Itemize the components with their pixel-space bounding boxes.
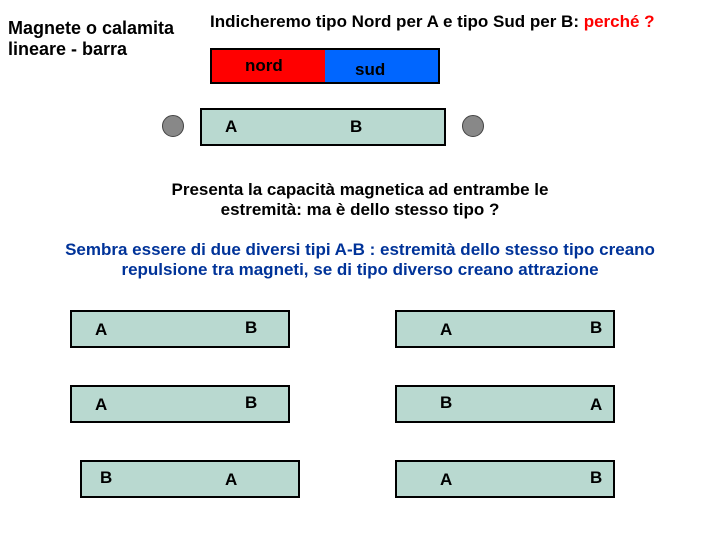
bar-row2-right [395,385,615,423]
bar-row1-right [395,310,615,348]
bar-label: A [95,395,107,415]
label-nord: nord [245,56,283,76]
label-a-top: A [225,117,237,137]
title-top: Indicheremo tipo Nord per A e tipo Sud p… [210,12,655,32]
label-sud: sud [355,60,385,80]
bar-label: A [440,470,452,490]
bar-label: B [590,468,602,488]
bar-label: B [440,393,452,413]
ball-right [462,115,484,137]
bar-label: B [590,318,602,338]
title-top-red: perché ? [584,12,655,31]
title-top-prefix: Indicheremo tipo Nord per A e tipo Sud p… [210,12,584,31]
bar-label: A [440,320,452,340]
title-left: Magnete o calamita lineare - barra [8,18,198,60]
ball-left [162,115,184,137]
bar-label: B [245,318,257,338]
bar-row3-right [395,460,615,498]
label-b-top: B [350,117,362,137]
bar-label: A [95,320,107,340]
bar-label: A [225,470,237,490]
mid-text-1: Presenta la capacità magnetica ad entram… [140,180,580,220]
bar-label: B [245,393,257,413]
bar-label: A [590,395,602,415]
bar-label: B [100,468,112,488]
bar-row3-left [80,460,300,498]
mid-text-2: Sembra essere di due diversi tipi A-B : … [60,240,660,280]
